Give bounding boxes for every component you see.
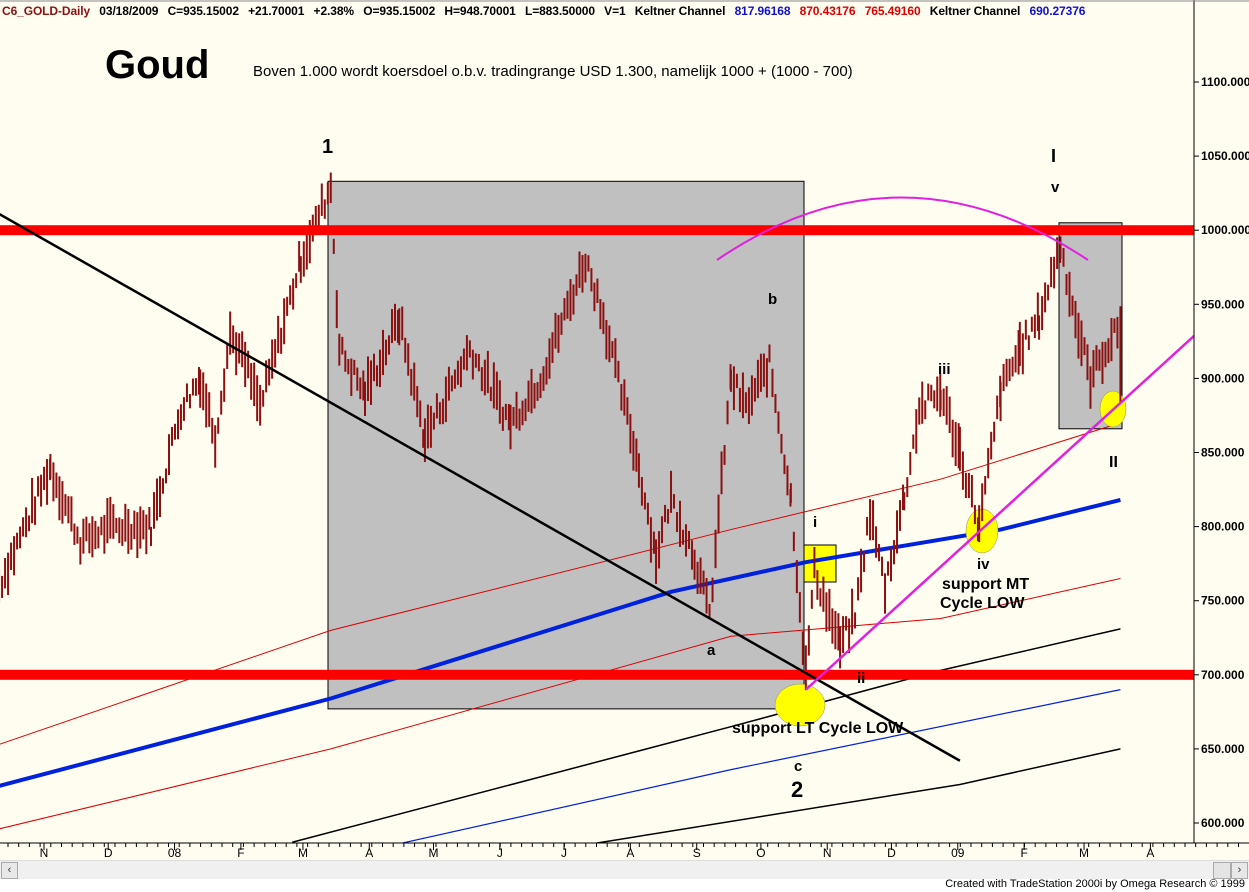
wave-label-b: b	[768, 291, 777, 308]
yellow-circle-c	[774, 683, 826, 727]
wave-label-c: c	[794, 758, 802, 775]
chart-title: Goud	[105, 43, 209, 87]
price-tick-label: 800.000	[1201, 520, 1245, 534]
wave-label-I: I	[1051, 146, 1056, 166]
change-pct-label: +2.38%	[313, 4, 355, 18]
level-line-700	[0, 669, 1194, 680]
wave-label-v: v	[1051, 179, 1060, 196]
wave-label-II: II	[1109, 454, 1118, 471]
horizontal-scrollbar[interactable]: ‹ ›	[0, 860, 1249, 879]
keltner-upper-line	[0, 422, 1121, 745]
price-chart[interactable]: Goud Boven 1.000 wordt koersdoel o.b.v. t…	[0, 0, 1249, 860]
up-trendline	[804, 334, 1194, 691]
time-tick-label: M	[428, 846, 438, 860]
time-tick-label: J	[561, 846, 567, 860]
wave-label-ii: ii	[857, 670, 865, 687]
wave-label-i: i	[813, 514, 817, 531]
time-tick-label: F	[1020, 846, 1027, 860]
wave-label-iii: iii	[938, 361, 951, 378]
k1-upper-value: 870.43176	[799, 4, 856, 18]
price-tick-label: 950.000	[1201, 297, 1245, 311]
magenta-arc	[716, 196, 1089, 261]
time-tick-label: 08	[168, 846, 182, 860]
gray-range-box-2008	[327, 180, 805, 710]
close-label: C=935.15002	[167, 4, 239, 18]
keltner2-lower-line	[399, 689, 1121, 843]
time-tick-label: M	[298, 846, 308, 860]
time-tick-label: J	[497, 846, 503, 860]
price-tick-label: 1050.000	[1201, 149, 1249, 163]
price-tick-label: 1000.000	[1201, 223, 1249, 237]
price-tick-label: 700.000	[1201, 668, 1245, 682]
k1-mid-value: 817.96168	[734, 4, 791, 18]
time-tick-label: D	[104, 846, 113, 860]
scroll-left-button[interactable]: ‹	[1, 862, 18, 879]
chart-subtitle: Boven 1.000 wordt koersdoel o.b.v. tradi…	[253, 63, 853, 80]
time-tick-label: A	[1146, 846, 1154, 860]
indicator2-label: Keltner Channel	[929, 4, 1021, 18]
scroll-right-button[interactable]: ›	[1231, 862, 1248, 879]
time-tick-label: O	[756, 846, 765, 860]
k1-lower-value: 765.49160	[864, 4, 921, 18]
wave-label-2: 2	[791, 777, 803, 802]
k2-value: 690.27376	[1029, 4, 1086, 18]
wave-label-a: a	[707, 642, 716, 659]
indicator1-label: Keltner Channel	[634, 4, 726, 18]
support-mt-label: support MT	[942, 576, 1029, 593]
price-tick-label: 750.000	[1201, 594, 1245, 608]
time-tick-label: N	[40, 846, 49, 860]
time-tick-label: S	[693, 846, 701, 860]
keltner-lower-line	[0, 577, 1121, 830]
black-band-upper-line	[292, 628, 1121, 843]
scroll-thumb[interactable]	[1213, 862, 1231, 879]
volume-label: V=1	[604, 4, 626, 18]
footer-credit: Created with TradeStation 2000i by Omega…	[945, 878, 1245, 890]
support-lt-label: support LT Cycle LOW	[732, 720, 904, 737]
price-tick-label: 600.000	[1201, 816, 1245, 830]
price-tick-label: 850.000	[1201, 446, 1245, 460]
black-band-lower-line	[592, 748, 1121, 843]
time-tick-label: A	[365, 846, 373, 860]
date-label: 03/18/2009	[99, 4, 159, 18]
chart-header: C6_GOLD-Daily 03/18/2009 C=935.15002 +21…	[2, 4, 1091, 18]
plot-area	[0, 172, 1194, 843]
price-tick-label: 650.000	[1201, 742, 1245, 756]
time-tick-label: A	[626, 846, 634, 860]
symbol-label: C6_GOLD-Daily	[2, 4, 91, 18]
time-tick-label: D	[887, 846, 896, 860]
change-label: +21.70001	[248, 4, 305, 18]
time-tick-label: F	[237, 846, 244, 860]
down-trendline	[0, 212, 961, 762]
keltner-mid-line	[0, 497, 1121, 788]
price-tick-label: 1100.000	[1201, 75, 1249, 89]
open-label: O=935.15002	[363, 4, 436, 18]
time-tick-label: 09	[951, 846, 965, 860]
wave-label-iv: iv	[977, 556, 990, 573]
time-tick-label: M	[1079, 846, 1089, 860]
high-label: H=948.70001	[444, 4, 516, 18]
wave-label-1: 1	[322, 136, 333, 158]
time-tick-label: N	[823, 846, 832, 860]
low-label: L=883.50000	[524, 4, 595, 18]
level-line-1000	[0, 225, 1194, 236]
price-tick-label: 900.000	[1201, 371, 1245, 385]
support-mt-label-2: Cycle LOW	[940, 595, 1025, 612]
